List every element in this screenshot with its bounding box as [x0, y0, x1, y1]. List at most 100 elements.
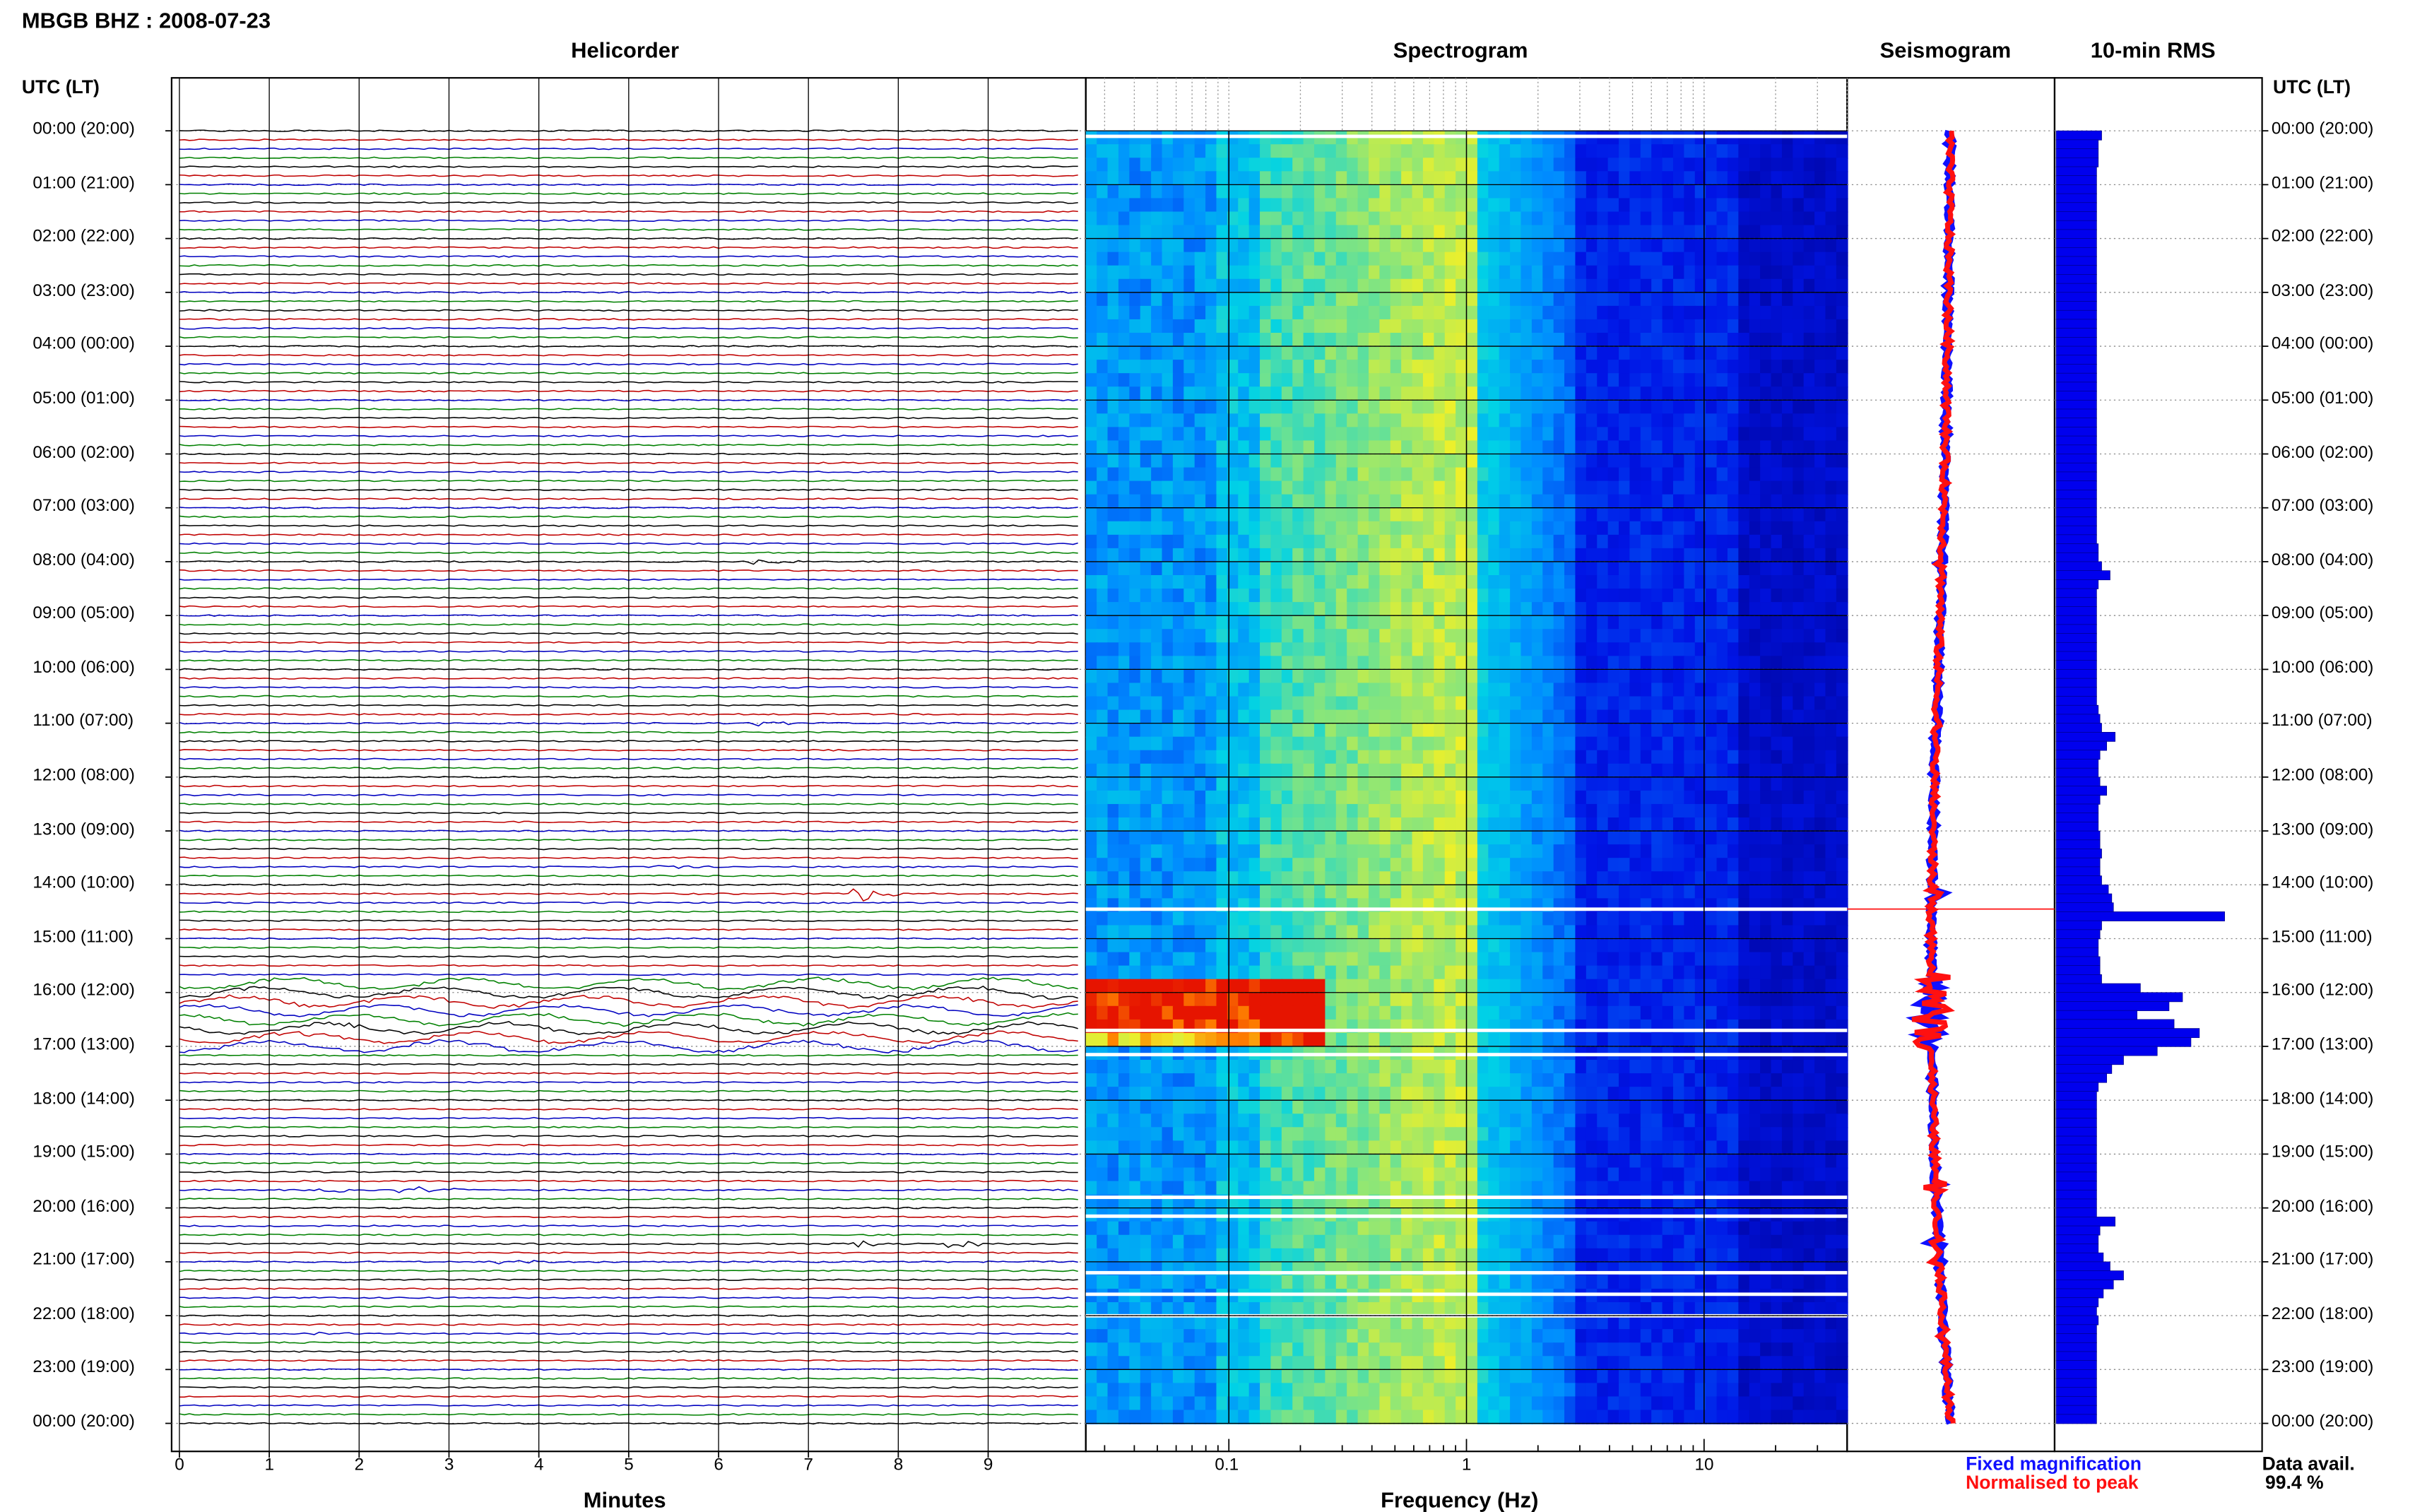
rms-bar — [2056, 1244, 2098, 1253]
rms-bar — [2056, 606, 2096, 615]
time-tick-label-left: 04:00 (00:00) — [33, 336, 134, 354]
rms-bar — [2056, 337, 2096, 346]
station-title: MBGB BHZ : 2008-07-23 — [22, 8, 271, 33]
minute-tick-label: 0 — [175, 1456, 184, 1475]
time-axis-label-left: UTC (LT) — [22, 76, 100, 98]
rms-bar — [2056, 1217, 2115, 1226]
time-axis-label-right: UTC (LT) — [2273, 76, 2351, 98]
time-tick-label-right: 07:00 (03:00) — [2272, 497, 2373, 515]
time-tick-label-right: 03:00 (23:00) — [2272, 281, 2373, 300]
rms-bar — [2056, 1163, 2096, 1172]
time-tick-label-left: 06:00 (02:00) — [33, 443, 134, 461]
time-tick-label-left: 18:00 (14:00) — [33, 1089, 134, 1108]
time-tick-label-left: 05:00 (01:00) — [33, 389, 134, 408]
rms-bar — [2056, 1199, 2096, 1208]
minute-tick-label: 7 — [804, 1456, 814, 1475]
rms-bar — [2056, 472, 2096, 481]
rms-bar — [2056, 544, 2098, 553]
rms-bar — [2056, 391, 2096, 401]
time-tick-label-right: 13:00 (09:00) — [2272, 820, 2373, 839]
time-tick-label-right: 00:00 (20:00) — [2272, 1412, 2373, 1431]
time-tick-label-right: 01:00 (21:00) — [2272, 174, 2373, 192]
minute-tick-label: 6 — [714, 1456, 724, 1475]
rms-bar — [2056, 642, 2096, 651]
time-tick-label-left: 08:00 (04:00) — [33, 550, 134, 569]
time-tick-label-left: 00:00 (20:00) — [33, 120, 134, 138]
rms-bar — [2056, 894, 2112, 903]
rms-bar — [2056, 1352, 2096, 1361]
rms-bar — [2056, 131, 2101, 140]
rms-bar — [2056, 1064, 2112, 1073]
time-tick-label-right: 02:00 (22:00) — [2272, 228, 2373, 246]
rms-bar — [2056, 1388, 2096, 1397]
rms-bar — [2056, 211, 2096, 220]
rms-bar — [2056, 283, 2096, 293]
rms-bar — [2056, 651, 2096, 661]
rms-bar — [2056, 516, 2096, 526]
rms-bar — [2056, 247, 2096, 256]
rms-bar — [2056, 329, 2096, 338]
rms-bar — [2056, 1020, 2174, 1029]
time-tick-label-right: 10:00 (06:00) — [2272, 658, 2373, 677]
time-tick-label-left: 10:00 (06:00) — [33, 658, 134, 677]
rms-bar — [2056, 454, 2096, 463]
rms-bar — [2056, 921, 2101, 930]
rms-bar — [2056, 1289, 2103, 1298]
rms-bar — [2056, 1190, 2096, 1199]
rms-bar — [2056, 1396, 2096, 1405]
time-tick-label-left: 19:00 (15:00) — [33, 1143, 134, 1162]
rms-bar — [2056, 535, 2096, 544]
time-tick-label-left: 15:00 (11:00) — [33, 928, 134, 946]
rms-bar — [2056, 1262, 2110, 1271]
frequency-tick-label: 10 — [1695, 1456, 1714, 1475]
rms-bar — [2056, 1235, 2098, 1244]
time-tick-label-left: 00:00 (20:00) — [33, 1412, 134, 1431]
time-tick-label-left: 11:00 (07:00) — [33, 712, 134, 731]
rms-bar — [2056, 911, 2224, 921]
rms-bar — [2056, 463, 2096, 472]
rms-bar — [2056, 302, 2096, 311]
rms-bar — [2056, 687, 2096, 697]
time-tick-label-left: 13:00 (09:00) — [33, 820, 134, 839]
rms-bar — [2056, 759, 2098, 768]
helicorder-title: Helicorder — [571, 37, 679, 62]
time-tick-label-left: 22:00 (18:00) — [33, 1305, 134, 1323]
time-tick-label-left: 02:00 (22:00) — [33, 228, 134, 246]
time-tick-label-right: 20:00 (16:00) — [2272, 1197, 2373, 1215]
time-tick-label-right: 04:00 (00:00) — [2272, 336, 2373, 354]
rms-bar — [2056, 1271, 2123, 1280]
rms-bar — [2056, 310, 2096, 319]
time-tick-label-left: 17:00 (13:00) — [33, 1036, 134, 1054]
rms-bar — [2056, 526, 2096, 535]
rms-bar — [2056, 625, 2096, 634]
rms-title: 10-min RMS — [2091, 37, 2216, 62]
rms-bar — [2056, 346, 2096, 355]
rms-bar — [2056, 256, 2096, 266]
time-tick-label-left: 16:00 (12:00) — [33, 981, 134, 1000]
time-tick-label-left: 03:00 (23:00) — [33, 281, 134, 300]
time-tick-label-right: 00:00 (20:00) — [2272, 120, 2373, 138]
minute-tick-label: 2 — [355, 1456, 365, 1475]
rms-bar — [2056, 678, 2096, 687]
rms-bar — [2056, 1145, 2096, 1154]
frequency-tick-label: 0.1 — [1215, 1456, 1239, 1475]
rms-bar — [2056, 795, 2100, 804]
rms-bar — [2056, 714, 2100, 723]
time-tick-label-left: 23:00 (19:00) — [33, 1359, 134, 1377]
rms-bar — [2056, 266, 2096, 275]
time-tick-label-right: 08:00 (04:00) — [2272, 550, 2373, 569]
seismogram-title: Seismogram — [1880, 37, 2012, 62]
rms-bar — [2056, 1298, 2098, 1307]
rms-bar — [2056, 974, 2101, 984]
time-tick-label-right: 18:00 (14:00) — [2272, 1089, 2373, 1108]
time-tick-label-left: 07:00 (03:00) — [33, 497, 134, 515]
rms-bar — [2056, 1316, 2098, 1325]
rms-bar — [2056, 804, 2098, 813]
rms-bar — [2056, 1082, 2098, 1092]
rms-bar — [2056, 984, 2140, 993]
time-tick-label-left: 01:00 (21:00) — [33, 174, 134, 192]
rms-bar — [2056, 445, 2096, 454]
rms-bar — [2056, 1334, 2096, 1343]
rms-bar — [2056, 1001, 2169, 1010]
rms-bar — [2056, 858, 2100, 867]
